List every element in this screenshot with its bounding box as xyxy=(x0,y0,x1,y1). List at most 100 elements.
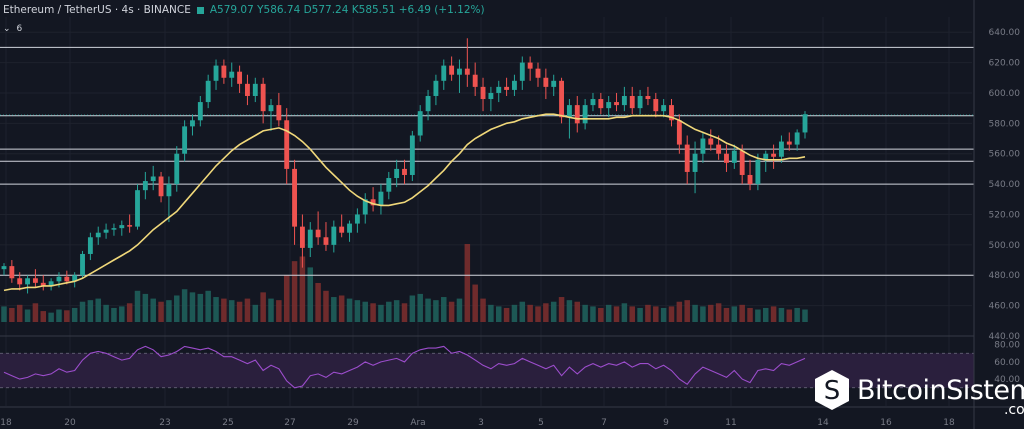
symbol-title[interactable]: Ethereum / TetherUS · 4s · BINANCE xyxy=(3,4,191,16)
candle-body xyxy=(229,71,235,78)
volume-bar xyxy=(448,301,455,322)
volume-bar xyxy=(645,304,651,322)
volume-bar xyxy=(181,289,188,322)
volume-bar xyxy=(605,304,612,322)
volume-bar xyxy=(142,293,149,322)
x-tick-label: 18 xyxy=(943,418,955,428)
volume-bar xyxy=(331,297,337,322)
candle-body xyxy=(221,65,227,78)
volume-bar xyxy=(543,303,549,322)
volume-bar xyxy=(71,307,78,322)
volume-bar xyxy=(268,298,274,322)
volume-bar xyxy=(189,292,196,322)
candle-body xyxy=(64,276,70,282)
volume-bar xyxy=(747,307,753,322)
candle-body xyxy=(80,253,85,276)
x-tick-label: 5 xyxy=(538,418,544,428)
volume-bar xyxy=(433,300,439,322)
candle-body xyxy=(127,225,133,227)
candle-body xyxy=(284,120,290,169)
candle-body xyxy=(543,77,549,87)
candle-body xyxy=(692,153,698,172)
chevron-down-icon[interactable]: ⌄ xyxy=(3,24,11,34)
volume-bar xyxy=(111,307,117,322)
y-tick-label: 440.00 xyxy=(989,332,1021,342)
candle-body xyxy=(339,226,345,233)
candle-body xyxy=(307,229,313,248)
candle-body xyxy=(535,68,541,78)
y-tick-label: 640.00 xyxy=(989,28,1021,38)
candle-body xyxy=(87,237,93,254)
volume-bar xyxy=(323,290,329,322)
candle-body xyxy=(661,105,667,112)
volume-bar xyxy=(708,304,714,322)
ma-line xyxy=(3,113,806,292)
candle-body xyxy=(1,266,7,270)
candle-body xyxy=(433,80,439,96)
volume-bar xyxy=(252,304,259,322)
volume-bar xyxy=(456,298,463,322)
candle-body xyxy=(566,105,572,118)
candle-body xyxy=(331,226,337,245)
volume-bar xyxy=(362,301,368,322)
volume-bar xyxy=(700,306,706,322)
volume-bar xyxy=(409,295,416,322)
volume-bar xyxy=(731,306,738,322)
candle-body xyxy=(606,102,612,109)
candle-body xyxy=(190,120,195,127)
y-tick-label: 600.00 xyxy=(989,89,1021,99)
candle-body xyxy=(582,105,588,124)
indicator-toggle[interactable]: ⌄ 6 xyxy=(3,24,22,34)
candle-body xyxy=(135,190,140,227)
candle-body xyxy=(142,181,148,191)
candle-body xyxy=(9,266,15,279)
volume-bar xyxy=(378,304,384,322)
rsi-panel xyxy=(0,335,1024,389)
volume-bar xyxy=(574,301,581,322)
volume-bar xyxy=(786,309,793,322)
volume-bar xyxy=(621,303,628,322)
x-tick-label: Ara xyxy=(410,418,425,428)
candle-body xyxy=(394,168,400,179)
candle-body xyxy=(158,176,164,197)
volume-bar xyxy=(794,307,800,322)
ohlc-readout: A579.07 Y586.74 D577.24 K585.51 +6.49 (+… xyxy=(209,4,485,16)
x-tick-label: 29 xyxy=(347,418,359,428)
indicator-count: 6 xyxy=(16,24,23,34)
candle-body xyxy=(480,86,486,100)
candle-body xyxy=(299,226,305,248)
candle-body xyxy=(716,144,722,154)
volume-bar xyxy=(307,267,314,322)
volume-bar xyxy=(488,304,494,322)
volume-bar xyxy=(228,300,235,322)
candle-body xyxy=(802,114,808,133)
candle-body xyxy=(166,184,172,197)
rsi-band xyxy=(0,353,974,388)
candle-body xyxy=(402,168,407,175)
candle-body xyxy=(354,214,360,224)
volume-bar xyxy=(244,298,251,322)
volume-bar xyxy=(276,300,282,322)
volume-bar xyxy=(519,301,526,322)
candle-body xyxy=(504,86,510,90)
candle-body xyxy=(771,153,777,157)
candle-body xyxy=(417,111,423,136)
volume-bar xyxy=(64,310,70,322)
volume-bar xyxy=(558,297,565,322)
y-tick-label: 460.00 xyxy=(989,302,1021,312)
volume-bar xyxy=(346,298,353,322)
volume-bar xyxy=(95,298,101,322)
horizontal-levels: 630.00585.00563.00555.00540.00480.00585.… xyxy=(0,40,1024,282)
x-tick-label: 25 xyxy=(222,418,233,428)
candle-body xyxy=(119,225,125,229)
candle-body xyxy=(614,102,619,106)
y-tick-label: 580.00 xyxy=(989,119,1021,129)
y-tick-label: 540.00 xyxy=(989,180,1021,190)
volume-bar xyxy=(174,295,180,322)
volume-bar xyxy=(684,300,690,322)
volume-bar xyxy=(354,300,361,322)
candle-body xyxy=(17,278,23,285)
